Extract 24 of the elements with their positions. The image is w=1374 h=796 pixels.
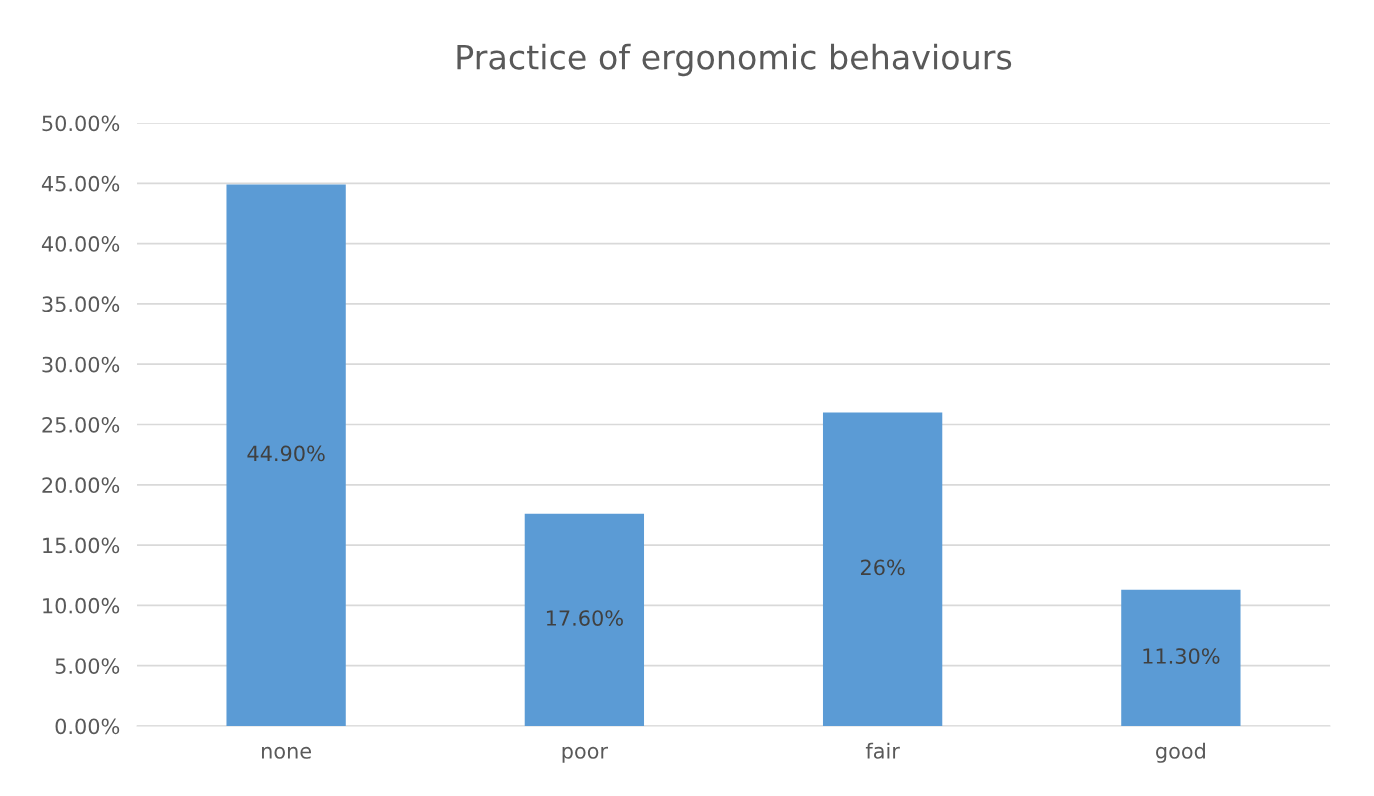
data-label: 44.90% <box>247 445 325 462</box>
bar <box>1121 589 1241 726</box>
x-tick-label: none <box>262 746 311 759</box>
y-tick-label: 45.00% <box>41 175 120 192</box>
y-tick-label: 10.00% <box>43 597 120 614</box>
x-tick-label: good <box>1156 742 1205 763</box>
x-tick-label: fair <box>865 742 900 759</box>
y-tick-label: 30.00% <box>42 356 120 373</box>
data-label: 11.30% <box>1143 648 1220 664</box>
y-tick-label: 40.00% <box>41 236 120 252</box>
x-tick-label: poor <box>562 746 609 763</box>
y-tick-label: 25.00% <box>42 416 120 433</box>
y-tick-label: 35.00% <box>42 296 120 313</box>
chart-title: Practice of ergonomic behaviours <box>457 43 1012 77</box>
data-label: 17.60% <box>546 610 623 626</box>
y-tick-label: 0.00% <box>55 718 120 735</box>
bar <box>226 184 346 726</box>
data-label: 26% <box>861 559 905 576</box>
y-tick-label: 5.00% <box>55 658 120 674</box>
y-tick-label: 20.00% <box>42 477 120 494</box>
bar <box>822 412 943 726</box>
y-tick-label: 50.00% <box>42 115 120 132</box>
bar <box>524 513 645 726</box>
y-tick-label: 15.00% <box>43 537 120 554</box>
